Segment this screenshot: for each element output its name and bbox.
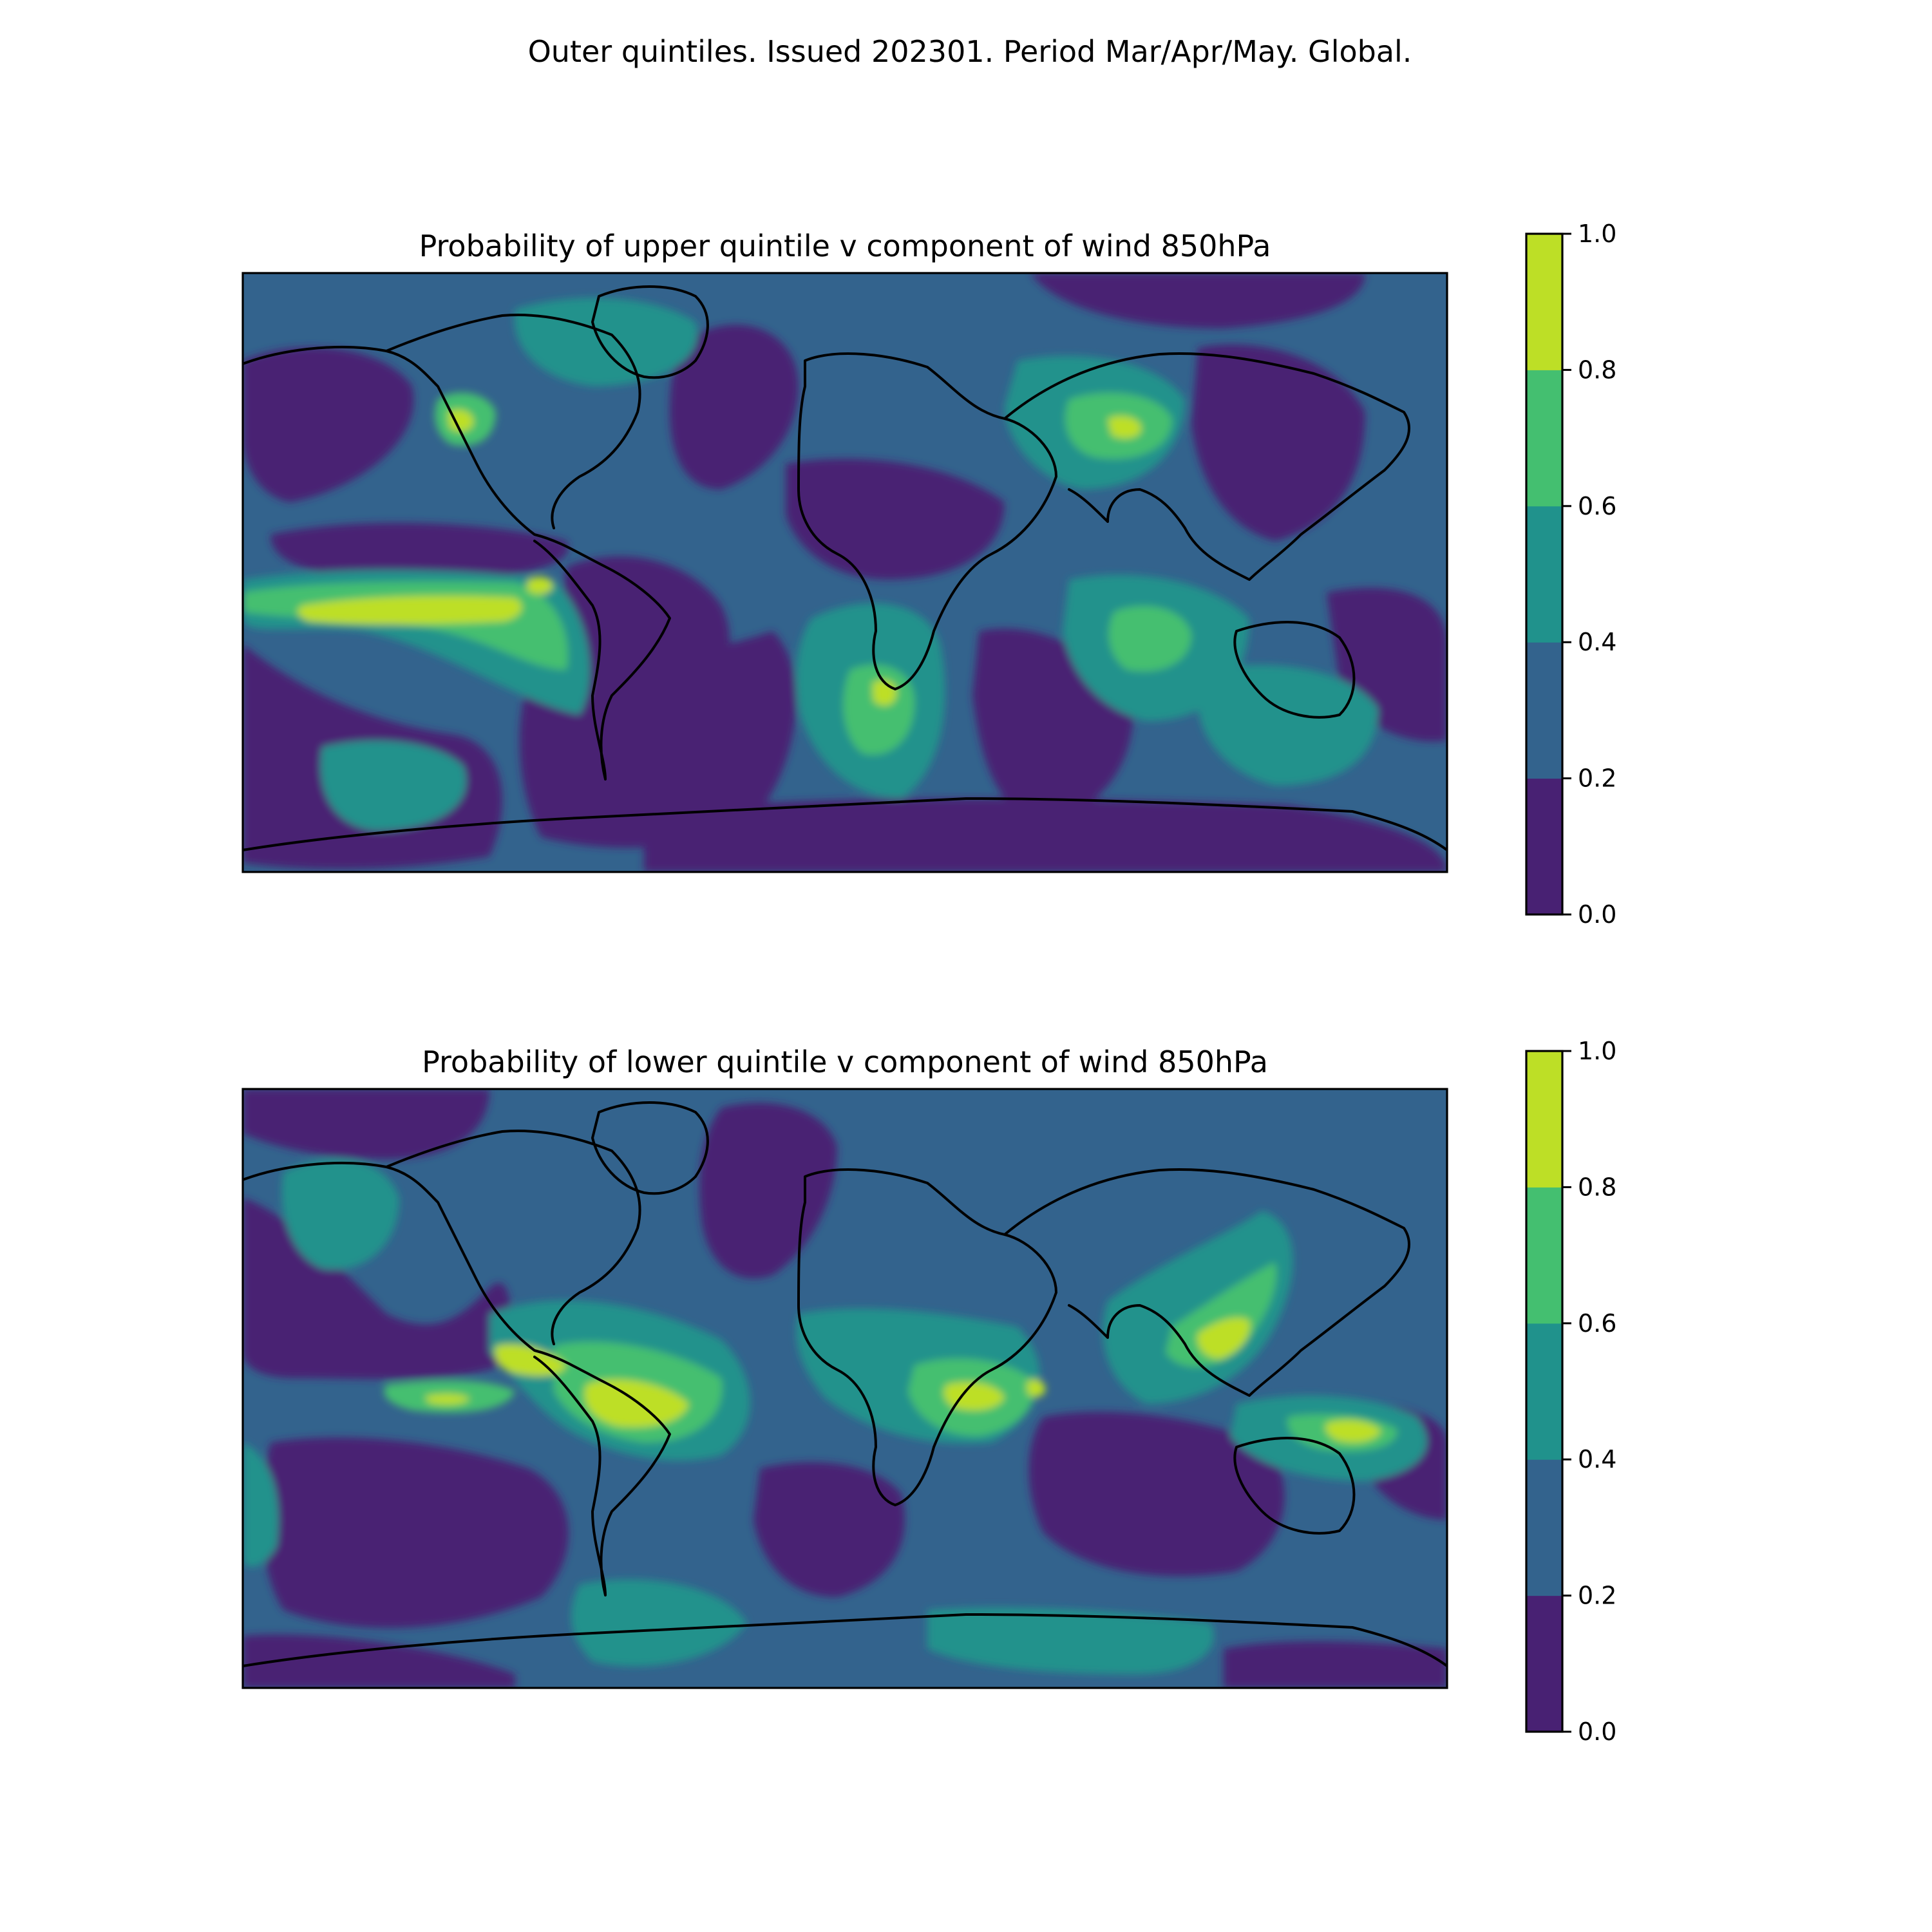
- colorbar-upper-tick-label: 0.0: [1578, 900, 1616, 929]
- colorbar-lower-band-2: [1526, 1323, 1562, 1460]
- field-north-pacific-low: [243, 347, 414, 502]
- panel-upper-title: Probability of upper quintile v componen…: [419, 229, 1271, 263]
- map-upper-fields: [243, 273, 1447, 872]
- field-se-asia-mid: [1103, 1211, 1293, 1404]
- field-north-pacific-low: [243, 1089, 489, 1159]
- colorbar-upper-ticks: 0.0 0.2 0.4 0.6 0.8 1.0: [1562, 220, 1616, 929]
- colorbar-upper-band-0: [1526, 778, 1562, 915]
- coastlines-upper: [243, 285, 1447, 851]
- field-east-pacific-peak: [298, 596, 522, 625]
- field-antarctic-low: [644, 799, 1447, 872]
- colorbar-lower-bands: [1526, 1051, 1562, 1732]
- field-antarctic-low-east: [1224, 1641, 1447, 1688]
- colorbar-upper-tick-label: 1.0: [1578, 220, 1616, 248]
- field-north-atlantic-low: [699, 1103, 837, 1279]
- field-south-atlantic-low: [753, 1462, 905, 1597]
- colorbar-lower-band-1: [1526, 1459, 1562, 1596]
- field-south-indian-low: [1028, 1412, 1285, 1577]
- colorbar-lower-band-3: [1526, 1187, 1562, 1324]
- map-upper: [243, 273, 1447, 872]
- field-se-asia-strong: [1166, 1262, 1276, 1367]
- colorbar-lower-band-0: [1526, 1595, 1562, 1732]
- colorbar-upper-bands: [1526, 234, 1562, 915]
- field-southern-ocean-mid: [571, 1579, 747, 1667]
- field-africa-low: [786, 459, 1005, 580]
- field-south-pacific-low: [261, 1437, 569, 1628]
- colorbar-upper-tick-label: 0.2: [1578, 764, 1616, 793]
- field-mexico-peak: [448, 410, 474, 432]
- colorbar-upper-band-3: [1526, 370, 1562, 507]
- field-west-pacific-low: [1191, 344, 1365, 541]
- colorbar-lower-tick-label: 0.6: [1578, 1309, 1616, 1338]
- field-australia-peak: [1325, 1419, 1381, 1443]
- field-north-pacific-mid: [281, 1159, 399, 1270]
- field-south-pacific-mid-west: [243, 1443, 279, 1567]
- field-southeast-pacific-mid: [320, 741, 466, 831]
- field-horn-of-africa-peak: [1027, 1379, 1046, 1397]
- map-lower: [243, 1089, 1447, 1688]
- field-east-pacific-peak-2: [527, 576, 553, 594]
- field-central-asia-peak: [1108, 416, 1142, 439]
- field-antarctic-low-west: [243, 1634, 515, 1688]
- colorbar-lower-tick-label: 1.0: [1578, 1037, 1616, 1065]
- colorbar-upper-tick-label: 0.4: [1578, 628, 1616, 656]
- panel-upper: Probability of upper quintile v componen…: [242, 229, 1448, 873]
- field-indian-ocean-strong: [1108, 606, 1191, 672]
- map-upper-frame: [242, 272, 1448, 873]
- field-amazon-peak: [584, 1379, 689, 1428]
- colorbar-lower: 0.0 0.2 0.4 0.6 0.8 1.0: [1525, 1037, 1616, 1746]
- field-tropical-pacific-peak: [425, 1394, 470, 1405]
- field-arctic-low: [1030, 273, 1365, 328]
- colorbar-upper: 0.0 0.2 0.4 0.6 0.8 1.0: [1525, 220, 1616, 929]
- colorbar-lower-tick-label: 0.2: [1578, 1582, 1616, 1610]
- colorbar-upper-band-2: [1526, 506, 1562, 643]
- panel-lower-title: Probability of lower quintile v componen…: [422, 1045, 1268, 1079]
- field-southern-ocean-mid-east: [927, 1607, 1214, 1674]
- colorbar-upper-tick-label: 0.8: [1578, 355, 1616, 384]
- colorbar-upper-frame: [1525, 232, 1564, 916]
- figure-title: Outer quintiles. Issued 202301. Period M…: [528, 34, 1412, 69]
- map-lower-fields: [243, 1089, 1447, 1688]
- field-australia-mid: [1198, 665, 1378, 786]
- field-east-pacific-low: [270, 522, 569, 580]
- field-se-asia-peak: [1197, 1318, 1250, 1359]
- colorbar-upper-tick-label: 0.6: [1578, 492, 1616, 520]
- colorbar-upper-band-4: [1526, 234, 1562, 370]
- map-lower-frame: [242, 1088, 1448, 1689]
- coastlines-lower: [243, 1101, 1447, 1667]
- panel-lower: Probability of lower quintile v componen…: [242, 1045, 1448, 1689]
- field-east-africa-peak: [943, 1382, 1005, 1410]
- colorbar-lower-ticks: 0.0 0.2 0.4 0.6 0.8 1.0: [1562, 1037, 1616, 1746]
- colorbar-lower-band-4: [1526, 1051, 1562, 1188]
- colorbar-lower-tick-label: 0.0: [1578, 1718, 1616, 1746]
- colorbar-lower-tick-label: 0.4: [1578, 1445, 1616, 1473]
- field-north-atlantic-low: [670, 325, 799, 489]
- colorbar-upper-band-1: [1526, 642, 1562, 779]
- colorbar-lower-tick-label: 0.8: [1578, 1173, 1616, 1201]
- colorbar-lower-frame: [1525, 1050, 1564, 1733]
